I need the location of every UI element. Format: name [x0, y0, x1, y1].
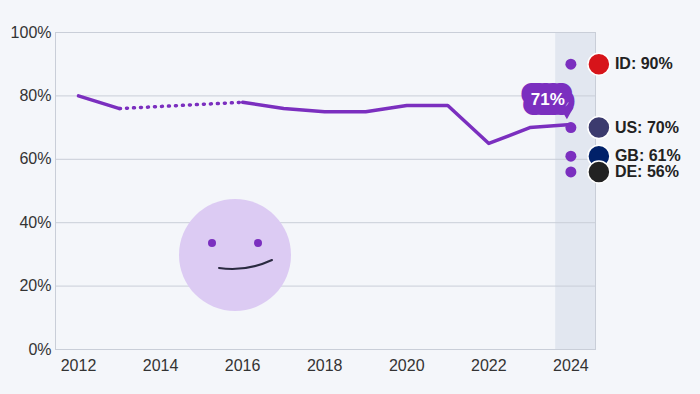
svg-text:40%: 40% [19, 214, 51, 231]
svg-text:ID: 90%: ID: 90% [615, 55, 673, 72]
svg-text:GB: 61%: GB: 61% [615, 147, 681, 164]
svg-text:60%: 60% [19, 150, 51, 167]
svg-text:2020: 2020 [389, 357, 425, 374]
svg-text:DE: 56%: DE: 56% [615, 163, 679, 180]
svg-text:2016: 2016 [225, 357, 261, 374]
svg-text:20%: 20% [19, 277, 51, 294]
svg-text:US: 70%: US: 70% [615, 119, 679, 136]
svg-text:2018: 2018 [307, 357, 343, 374]
svg-text:2014: 2014 [143, 357, 179, 374]
svg-text:2024: 2024 [553, 357, 589, 374]
svg-text:71%: 71% [531, 90, 565, 109]
svg-text:2022: 2022 [471, 357, 507, 374]
svg-text:80%: 80% [19, 87, 51, 104]
svg-text:2012: 2012 [61, 357, 97, 374]
svg-text:0%: 0% [28, 341, 51, 358]
svg-text:100%: 100% [11, 24, 52, 41]
